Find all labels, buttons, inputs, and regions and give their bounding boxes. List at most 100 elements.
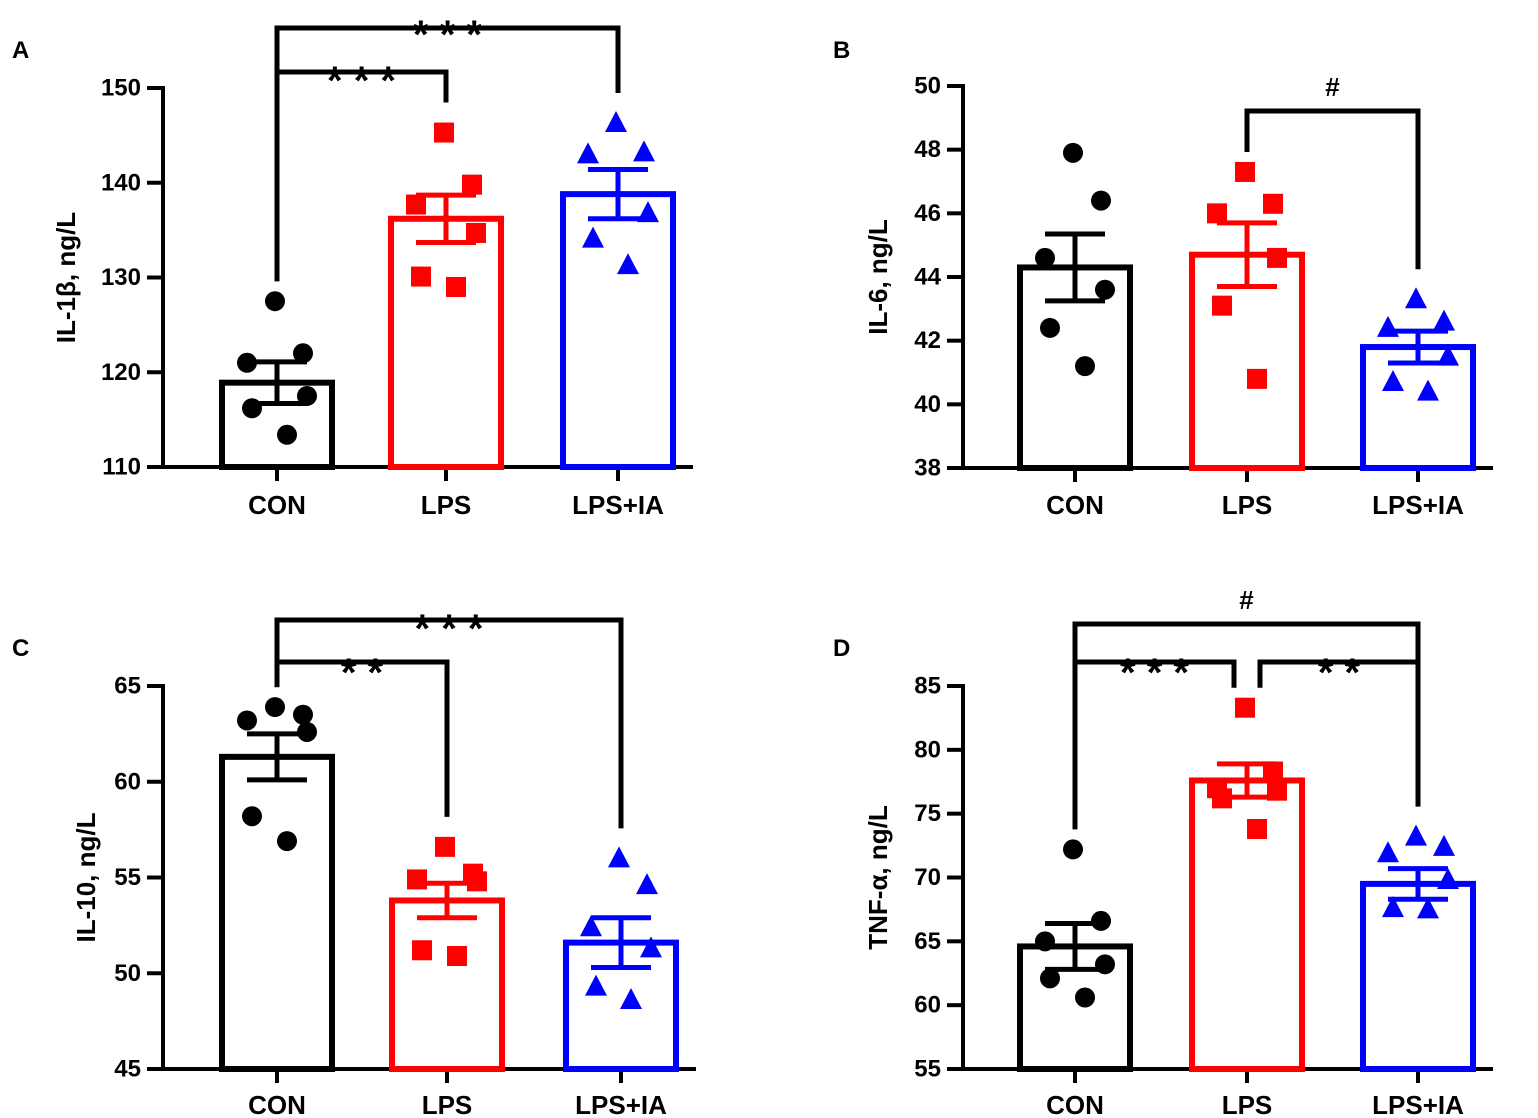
y-tick-label: 38	[914, 455, 941, 482]
data-point	[1417, 897, 1439, 919]
y-tick-label: 120	[101, 359, 141, 386]
chart-panel-d: D TNF-α, ng/L 55 60 65 70 75 80 85 CON LPS LPS+IA * …	[833, 585, 1493, 1118]
data-point	[1382, 896, 1404, 918]
data-point	[633, 140, 655, 162]
data-point	[297, 721, 317, 742]
significance-label: * * *	[413, 13, 482, 57]
x-tick-label: CON	[1046, 1090, 1104, 1118]
data-point	[1267, 780, 1287, 801]
data-point	[1212, 295, 1232, 316]
y-tick-label: 75	[914, 800, 941, 827]
x-tick-label: LPS+IA	[575, 1090, 667, 1118]
chart-panel-b: B IL-6, ng/L 38 40 42 44 46 48 50 CON LPS LPS+IA #	[833, 37, 1493, 520]
x-tick-label: LPS+IA	[1372, 1090, 1464, 1118]
panel-letter: D	[833, 635, 850, 662]
bar-lps	[389, 897, 505, 1072]
y-axis-title: IL-6, ng/L	[863, 219, 893, 335]
y-tick-label: 50	[914, 73, 941, 100]
bar-lps	[388, 215, 504, 470]
panel-letter: C	[12, 635, 29, 662]
data-point	[434, 122, 454, 143]
y-tick-label: 110	[102, 454, 141, 481]
x-tick-label: LPS+IA	[1372, 490, 1464, 520]
y-tick-label: 70	[914, 864, 941, 891]
y-tick-label: 140	[101, 169, 141, 196]
data-point	[1247, 368, 1267, 389]
y-tick-label: 55	[114, 864, 141, 891]
data-point	[620, 988, 642, 1010]
data-point	[1035, 247, 1055, 268]
significance-label: * * *	[415, 607, 484, 651]
y-tick-label: 150	[101, 75, 141, 102]
data-point	[293, 704, 313, 725]
data-point	[1095, 954, 1115, 975]
y-tick-label: 130	[101, 264, 141, 291]
data-point	[407, 869, 427, 890]
data-point	[1437, 868, 1459, 890]
y-tick-label: 42	[914, 327, 941, 354]
x-tick-label: LPS	[1222, 1090, 1273, 1118]
data-point	[637, 201, 659, 223]
data-point	[1263, 193, 1283, 214]
y-axis-title: IL-10, ng/L	[71, 812, 101, 942]
data-point	[265, 697, 285, 718]
data-point	[1263, 761, 1283, 782]
data-point	[277, 831, 297, 852]
y-tick-label: 80	[914, 736, 941, 763]
y-tick-label: 44	[914, 264, 941, 291]
significance-bracket	[274, 69, 449, 282]
data-point	[467, 871, 487, 892]
significance-bracket	[1244, 108, 1421, 270]
data-point	[1235, 161, 1255, 182]
data-point	[1417, 379, 1439, 401]
data-point	[1377, 841, 1399, 863]
data-point	[293, 343, 313, 364]
y-tick-label: 45	[114, 1056, 141, 1083]
data-point	[237, 710, 257, 731]
data-point	[277, 424, 297, 445]
significance-label: * * *	[327, 59, 396, 103]
chart-panel-c: C IL-10, ng/L 45 50 55 60 65 CON LPS LPS+IA * * * *…	[12, 607, 696, 1118]
data-point	[1075, 987, 1095, 1008]
data-point	[1207, 203, 1227, 224]
data-point	[411, 266, 431, 287]
y-tick-label: 60	[914, 992, 941, 1019]
data-point	[1405, 824, 1427, 846]
bar-lps-ia	[560, 191, 676, 470]
data-point	[412, 940, 432, 961]
x-tick-label: LPS+IA	[572, 490, 664, 520]
y-tick-label: 65	[114, 673, 141, 700]
data-point	[446, 276, 466, 297]
data-point	[1267, 247, 1287, 268]
x-tick-label: CON	[248, 490, 306, 520]
significance-bracket	[1072, 659, 1237, 830]
y-tick-label: 55	[914, 1056, 941, 1083]
y-tick-label: 50	[114, 960, 141, 987]
data-point	[1405, 287, 1427, 309]
data-point	[1247, 818, 1267, 839]
x-tick-label: CON	[248, 1090, 306, 1118]
significance-label: #	[1325, 72, 1340, 102]
data-point	[1382, 370, 1404, 392]
data-point	[435, 836, 455, 857]
x-tick-label: LPS	[422, 1090, 473, 1118]
data-point	[1063, 839, 1083, 860]
bar-lps-ia	[1360, 880, 1476, 1073]
x-tick-label: CON	[1046, 490, 1104, 520]
x-tick-label: LPS	[1222, 490, 1273, 520]
x-tick-label: LPS	[421, 490, 472, 520]
data-point	[582, 226, 604, 248]
data-point	[577, 142, 599, 164]
significance-label: * *	[341, 651, 384, 695]
significance-bracket	[274, 617, 624, 829]
data-point	[297, 385, 317, 406]
data-point	[237, 352, 257, 373]
panel-letter: A	[12, 37, 29, 64]
data-point	[636, 873, 658, 895]
y-tick-label: 65	[914, 928, 941, 955]
data-point	[1040, 968, 1060, 989]
data-point	[608, 846, 630, 868]
significance-bracket	[274, 25, 621, 282]
data-point	[447, 946, 467, 967]
